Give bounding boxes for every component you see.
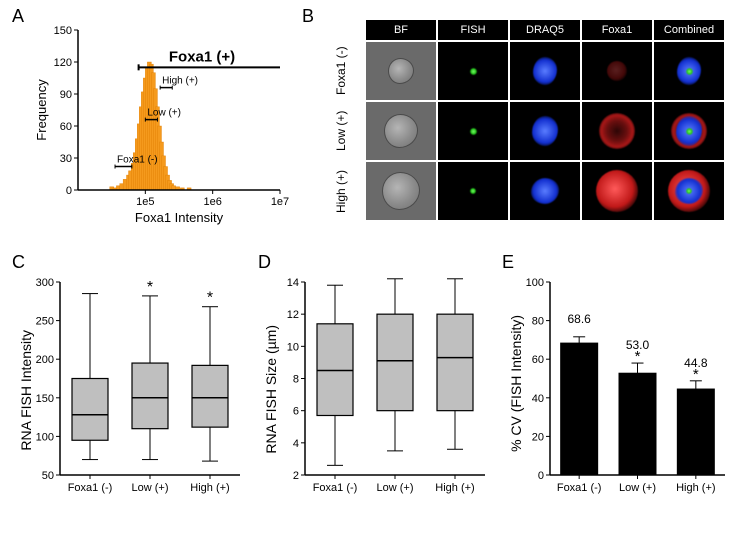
panel-label-b: B [302,6,314,27]
svg-text:300: 300 [36,277,54,289]
cell-foxa1 [582,162,652,220]
col-head: DRAQ5 [510,20,580,40]
svg-text:1e5: 1e5 [136,196,154,208]
cell-draq5 [510,162,580,220]
cell-combined [654,102,724,160]
svg-text:*: * [452,270,458,279]
svg-text:120: 120 [54,57,72,69]
svg-text:Foxa1 (+): Foxa1 (+) [169,48,235,65]
svg-text:200: 200 [36,354,54,366]
panel-label-a: A [12,6,24,27]
svg-text:8: 8 [293,374,299,386]
svg-text:20: 20 [532,431,544,443]
panel-a-histogram: 03060901201501e51e61e7Foxa1 IntensityFre… [30,20,290,220]
cell-bf [366,162,436,220]
svg-text:68.6: 68.6 [567,312,591,326]
svg-text:1e6: 1e6 [203,196,221,208]
svg-text:Low (+): Low (+) [619,482,656,494]
svg-text:50: 50 [42,470,54,482]
svg-text:0: 0 [538,470,544,482]
col-head: FISH [438,20,508,40]
cell-draq5 [510,102,580,160]
cell-fish [438,102,508,160]
panel-d-boxplot: RNA FISH Size (µm) 2468101214Foxa1 (-)*L… [265,270,495,520]
svg-text:100: 100 [526,277,544,289]
panel-e-barchart: % CV (FISH Intensity) 02040608010068.6Fo… [510,270,735,520]
svg-text:*: * [147,279,153,296]
col-head: Combined [654,20,724,40]
cell-bf [366,42,436,100]
row-head: High (+) [318,162,364,220]
cell-draq5 [510,42,580,100]
cell-fish [438,42,508,100]
col-head: Foxa1 [582,20,652,40]
svg-text:*: * [693,366,699,383]
svg-text:High (+): High (+) [190,482,229,494]
svg-text:High (+): High (+) [676,482,715,494]
row-head: Foxa1 (-) [318,42,364,100]
svg-text:60: 60 [532,354,544,366]
svg-text:*: * [635,348,641,365]
cell-combined [654,42,724,100]
svg-text:100: 100 [36,431,54,443]
cell-combined [654,162,724,220]
svg-text:*: * [207,290,213,307]
svg-text:14: 14 [287,277,299,289]
svg-text:Foxa1 (-): Foxa1 (-) [68,482,113,494]
svg-text:6: 6 [293,406,299,418]
svg-text:4: 4 [293,438,299,450]
cell-fish [438,162,508,220]
svg-text:High (+): High (+) [435,482,474,494]
svg-text:Foxa1 Intensity: Foxa1 Intensity [135,210,224,225]
svg-text:Low (+): Low (+) [132,482,169,494]
svg-text:Low (+): Low (+) [377,482,414,494]
svg-text:Foxa1 (-): Foxa1 (-) [557,482,602,494]
svg-text:1e7: 1e7 [271,196,289,208]
svg-text:80: 80 [532,316,544,328]
svg-text:60: 60 [60,121,72,133]
svg-text:250: 250 [36,316,54,328]
svg-text:150: 150 [54,25,72,37]
svg-text:90: 90 [60,89,72,101]
svg-text:Foxa1 (-): Foxa1 (-) [313,482,358,494]
svg-text:Frequency: Frequency [34,79,49,141]
svg-text:2: 2 [293,470,299,482]
svg-text:*: * [392,270,398,279]
svg-text:10: 10 [287,341,299,353]
svg-text:Foxa1 (-): Foxa1 (-) [117,155,158,166]
svg-text:High (+): High (+) [162,76,198,87]
cell-foxa1 [582,102,652,160]
svg-text:30: 30 [60,153,72,165]
svg-text:Low (+): Low (+) [147,108,181,119]
row-head: Low (+) [318,102,364,160]
svg-text:40: 40 [532,393,544,405]
cell-bf [366,102,436,160]
cell-foxa1 [582,42,652,100]
svg-text:12: 12 [287,309,299,321]
svg-text:150: 150 [36,393,54,405]
svg-text:0: 0 [66,185,72,197]
panel-b-image-grid: BFFISHDRAQ5Foxa1Combined Foxa1 (-)Low (+)… [318,20,728,240]
col-head: BF [366,20,436,40]
panel-c-boxplot: RNA FISH Intensity 50100150200250300Foxa… [20,270,250,520]
